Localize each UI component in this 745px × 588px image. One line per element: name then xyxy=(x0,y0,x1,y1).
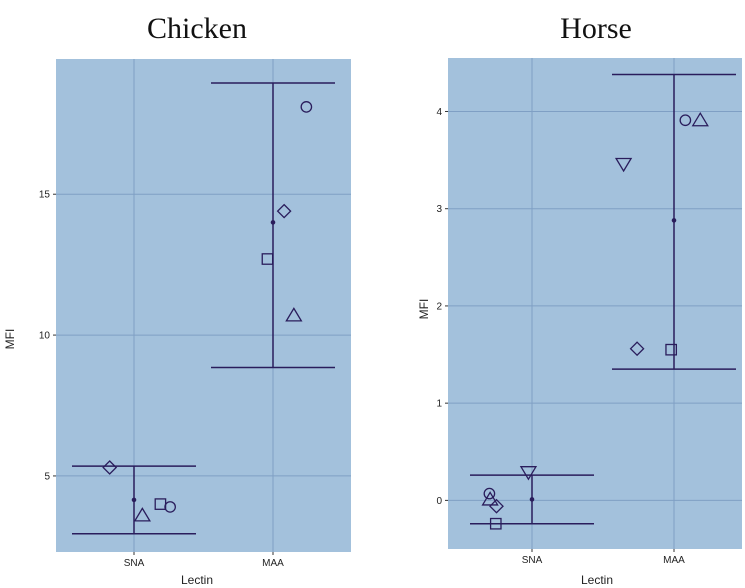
mean-point xyxy=(270,220,276,225)
y-tick-label: 15 xyxy=(39,190,51,201)
data-point-circle xyxy=(679,114,692,127)
data-point-square xyxy=(261,253,274,265)
data-point-circle xyxy=(300,101,313,113)
horse-y-ticks: 0 1 2 3 4 xyxy=(436,107,448,507)
y-tick-label: 10 xyxy=(39,331,51,342)
mean-point xyxy=(131,497,137,503)
horse-x-axis-label: Lectin xyxy=(581,573,613,587)
mean-point xyxy=(671,218,677,223)
data-point-triangle xyxy=(691,111,709,127)
chicken-title: Chicken xyxy=(147,12,247,45)
data-point-circle xyxy=(483,487,496,500)
chicken-panel: Chicken 5 10 15 SNA MAA Lectin MFI xyxy=(3,12,351,587)
horse-title: Horse xyxy=(560,12,632,45)
x-tick-label: MAA xyxy=(262,558,284,569)
y-tick-label: 5 xyxy=(44,471,50,482)
horse-y-axis-label: MFI xyxy=(417,299,431,320)
data-point-triangle xyxy=(285,307,303,322)
data-point-square xyxy=(665,343,678,356)
data-point-diamond xyxy=(489,498,504,514)
data-point-diamond xyxy=(102,460,118,475)
chicken-plot-background xyxy=(56,59,351,552)
chicken-x-axis-label: Lectin xyxy=(181,573,213,587)
error-bar-maa xyxy=(211,82,335,369)
y-tick-label: 2 xyxy=(436,301,442,312)
chicken-marks xyxy=(72,82,335,535)
chicken-y-axis-label: MFI xyxy=(3,329,17,350)
data-point-square xyxy=(489,517,502,530)
data-point-diamond xyxy=(276,203,292,219)
y-tick-label: 4 xyxy=(436,107,442,118)
y-tick-label: 0 xyxy=(436,496,442,507)
data-point-triangle-down xyxy=(519,466,538,481)
horse-x-ticks: SNA MAA xyxy=(522,549,685,566)
y-tick-label: 1 xyxy=(436,399,442,410)
data-point-circle xyxy=(164,501,176,513)
chicken-x-ticks: SNA MAA xyxy=(124,552,284,569)
data-point-triangle-down xyxy=(614,157,633,173)
horse-marks xyxy=(470,73,736,530)
error-bar-sna xyxy=(72,465,196,535)
mean-point xyxy=(529,497,535,502)
horse-plot-background xyxy=(448,58,742,549)
x-tick-label: SNA xyxy=(124,558,145,569)
data-point-triangle xyxy=(481,491,499,506)
horse-panel: Horse 0 1 2 3 4 SNA MAA Lectin MFI xyxy=(417,12,742,587)
x-tick-label: MAA xyxy=(663,555,685,566)
data-point-diamond xyxy=(629,341,645,357)
chicken-y-ticks: 5 10 15 xyxy=(39,190,56,482)
y-tick-label: 3 xyxy=(436,204,442,215)
data-point-triangle xyxy=(133,507,151,522)
error-bar-maa xyxy=(612,73,736,370)
x-tick-label: SNA xyxy=(522,555,543,566)
